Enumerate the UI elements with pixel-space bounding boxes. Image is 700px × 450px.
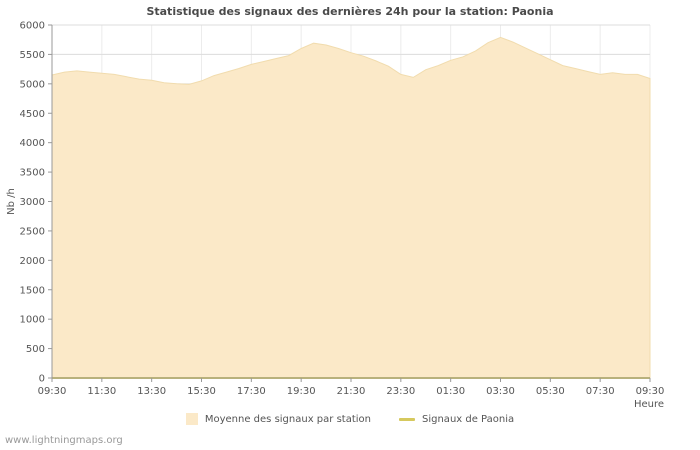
y-tick-label: 1500: [20, 285, 45, 296]
x-tick-label: 05:30: [536, 386, 565, 397]
x-tick-label: 21:30: [337, 386, 366, 397]
chart-title: Statistique des signaux des dernières 24…: [146, 5, 554, 18]
x-tick-label: 09:30: [38, 386, 67, 397]
line-swatch-icon: [399, 417, 415, 421]
x-tick-label: 15:30: [187, 386, 216, 397]
y-tick-label: 4500: [20, 109, 45, 120]
station-average-area: [51, 36, 651, 379]
y-tick-label: 0: [39, 374, 45, 385]
x-tick-label: 01:30: [436, 386, 465, 397]
y-tick-label: 500: [26, 344, 45, 355]
x-axis-title: Heure: [634, 399, 664, 410]
chart-legend: Moyenne des signaux par station Signaux …: [0, 413, 700, 425]
x-tick-label: 13:30: [137, 386, 166, 397]
y-tick-label: 6000: [20, 21, 45, 32]
x-tick-label: 03:30: [486, 386, 515, 397]
y-tick-label: 1000: [20, 315, 45, 326]
x-tick-label: 09:30: [636, 386, 665, 397]
x-tick-label: 23:30: [386, 386, 415, 397]
legend-label-station-average: Moyenne des signaux par station: [204, 413, 371, 425]
x-tick-label: 19:30: [287, 386, 316, 397]
legend-item-paonia-signals: Signaux de Paonia: [399, 414, 514, 425]
legend-item-station-average: Moyenne des signaux par station: [185, 413, 371, 425]
lightningmaps-watermark-link[interactable]: www.lightningmaps.org: [5, 435, 123, 446]
y-tick-label: 3000: [20, 197, 45, 208]
x-tick-label: 07:30: [586, 386, 615, 397]
y-tick-label: 2500: [20, 226, 45, 237]
y-tick-label: 3500: [20, 168, 45, 179]
y-tick-label: 5500: [20, 50, 45, 61]
legend-label-paonia-signals: Signaux de Paonia: [422, 413, 515, 425]
y-axis-title: Nb /h: [6, 188, 17, 215]
x-tick-label: 17:30: [237, 386, 266, 397]
x-tick-label: 11:30: [87, 386, 116, 397]
y-tick-label: 4000: [20, 138, 45, 149]
y-tick-label: 2000: [20, 256, 45, 267]
area-swatch-icon: [185, 413, 198, 425]
y-tick-label: 5000: [20, 79, 45, 90]
